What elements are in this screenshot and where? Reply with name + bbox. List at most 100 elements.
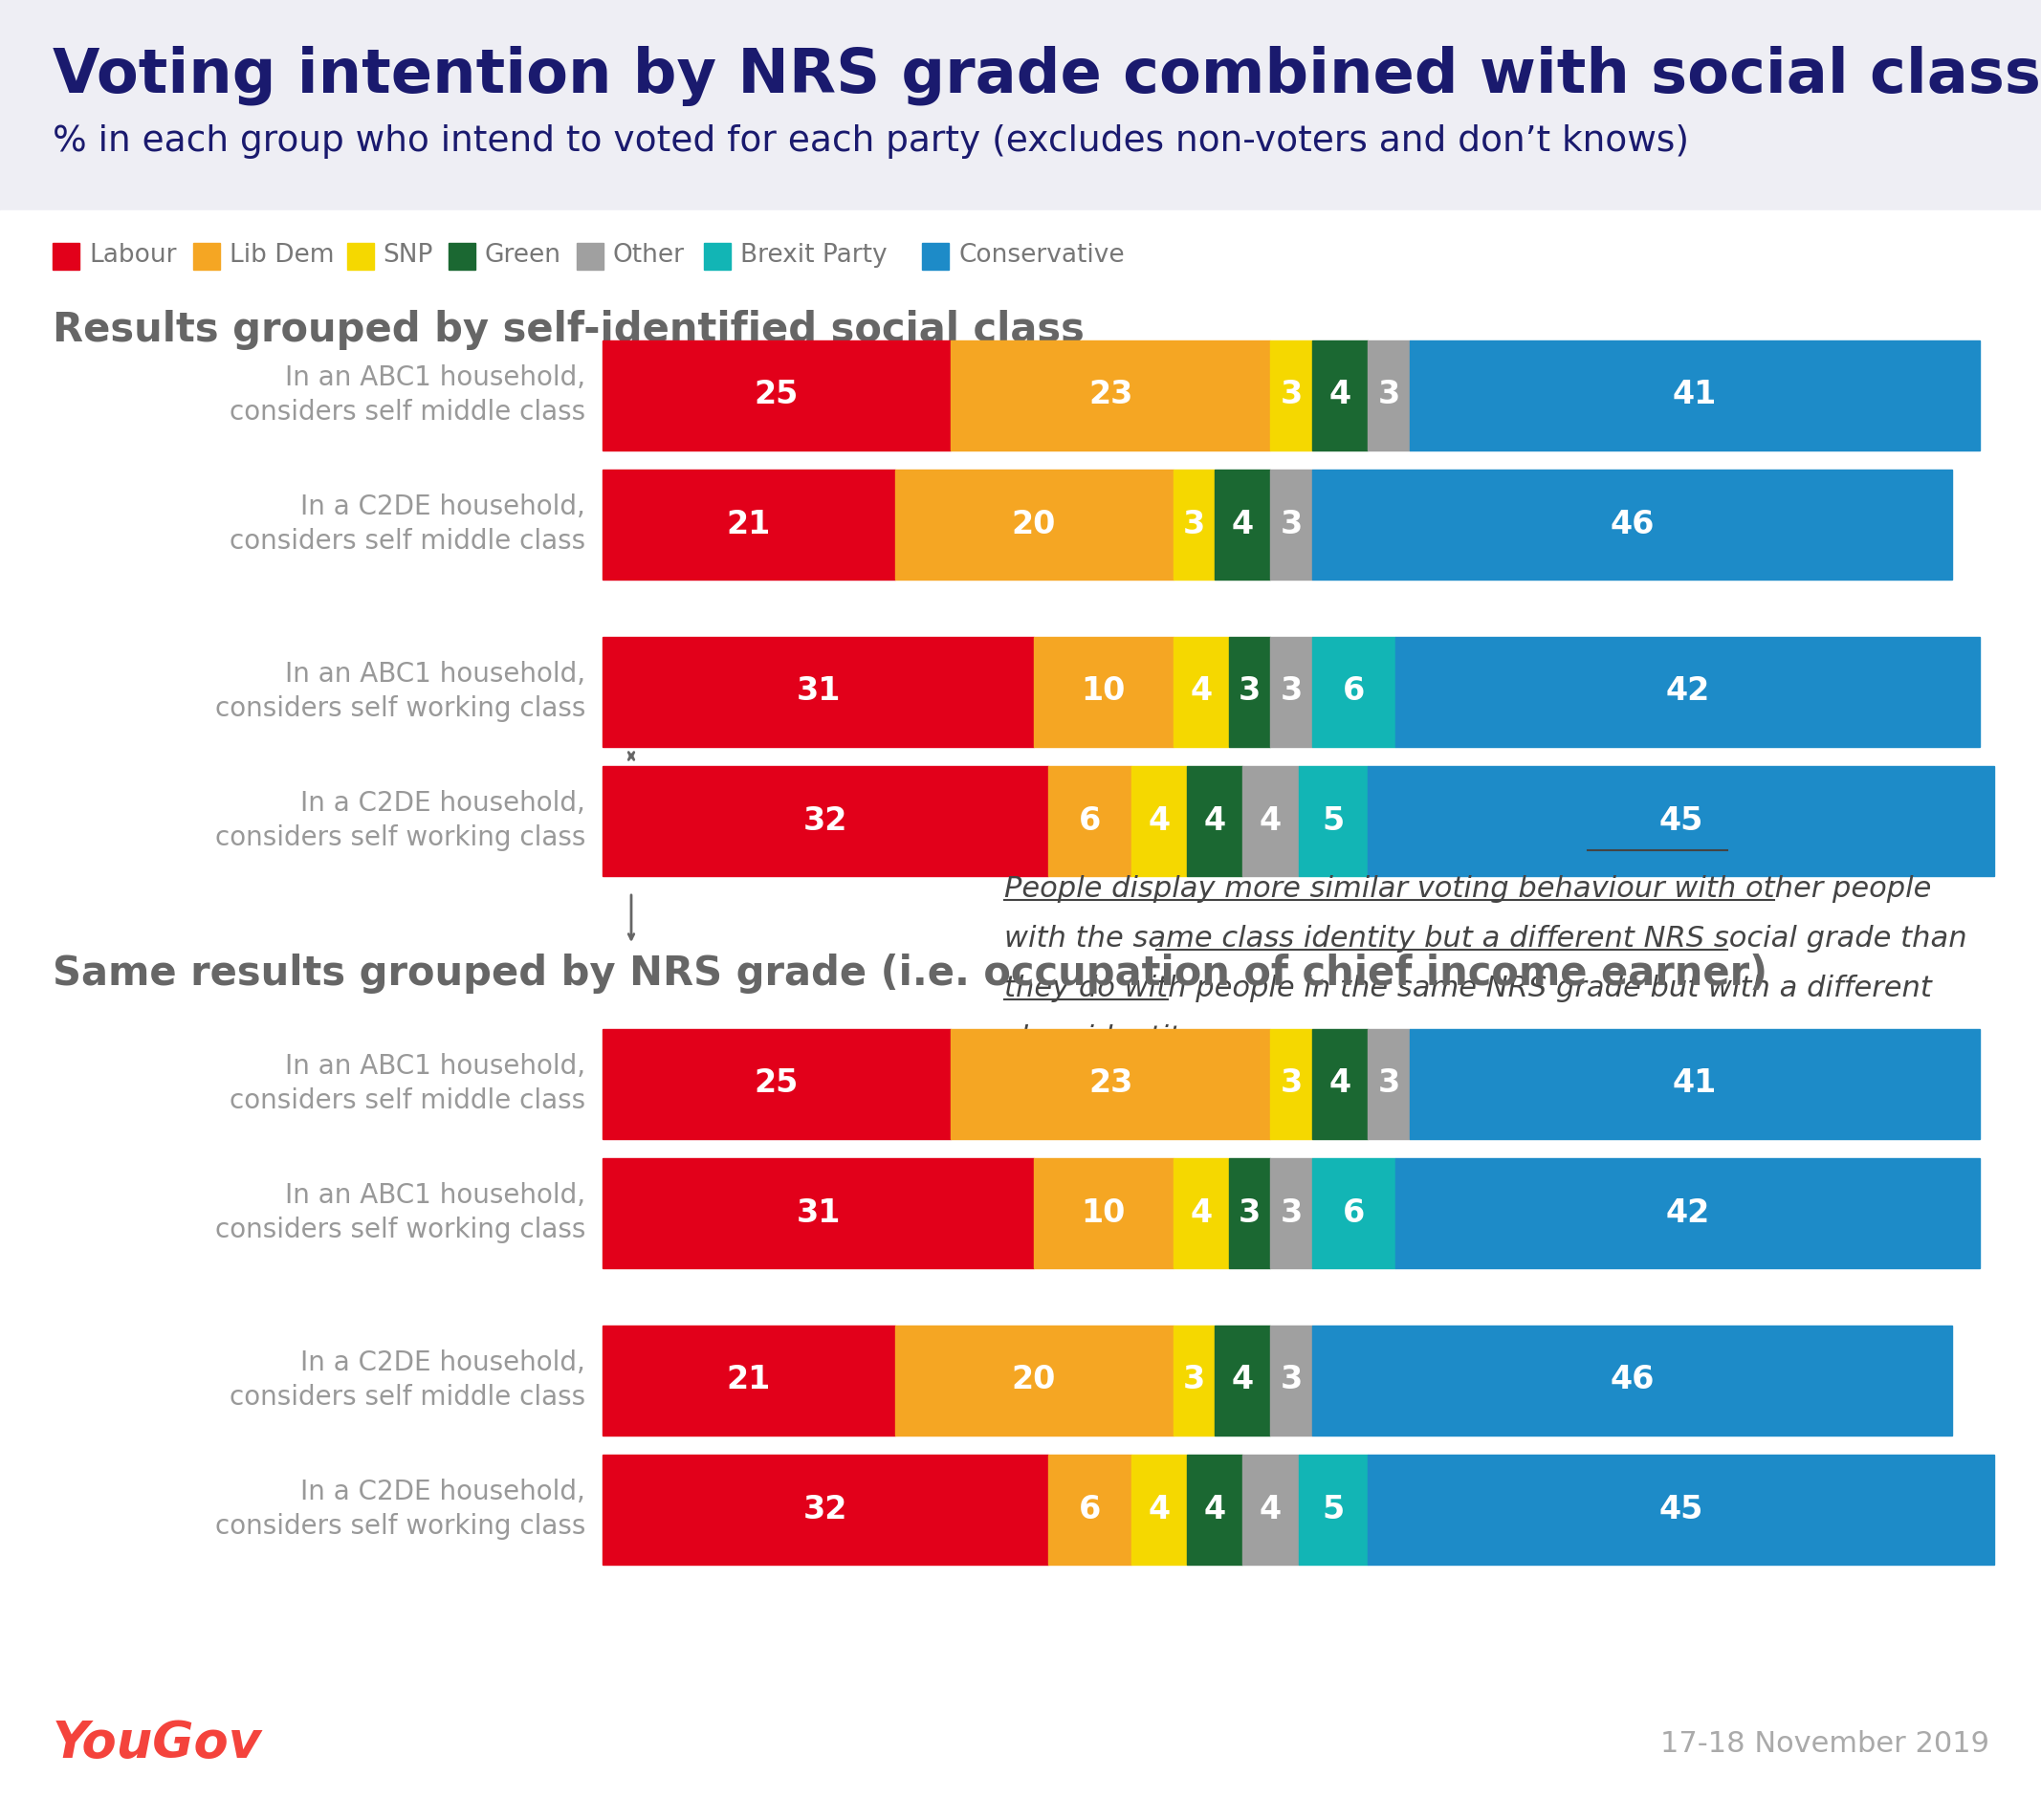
Bar xyxy=(951,340,1270,450)
Text: In a C2DE household,
considers self working class: In a C2DE household, considers self work… xyxy=(214,790,586,852)
Bar xyxy=(1188,766,1243,875)
Text: 21: 21 xyxy=(727,508,771,541)
Text: Lib Dem: Lib Dem xyxy=(229,242,335,268)
Bar xyxy=(1367,340,1410,450)
Text: 25: 25 xyxy=(755,379,798,411)
Text: Conservative: Conservative xyxy=(959,242,1125,268)
Bar xyxy=(1131,1454,1188,1563)
Text: 3: 3 xyxy=(1378,1068,1400,1099)
Bar xyxy=(1243,766,1298,875)
Bar xyxy=(1131,766,1188,875)
Bar xyxy=(1410,1028,1980,1139)
Text: In an ABC1 household,
considers self middle class: In an ABC1 household, considers self mid… xyxy=(229,364,586,426)
Bar xyxy=(1047,1454,1131,1563)
Text: 31: 31 xyxy=(796,1198,841,1228)
Bar xyxy=(894,470,1174,579)
Bar xyxy=(0,0,2041,211)
Bar xyxy=(1410,340,1980,450)
Bar xyxy=(1214,1325,1270,1434)
Text: 41: 41 xyxy=(1674,1068,1716,1099)
Text: Voting intention by NRS grade combined with social class: Voting intention by NRS grade combined w… xyxy=(53,46,2041,106)
Text: 46: 46 xyxy=(1610,1365,1655,1396)
Text: Green: Green xyxy=(486,242,561,268)
Text: 6: 6 xyxy=(1343,1198,1365,1228)
Text: 4: 4 xyxy=(1204,804,1227,837)
Text: In a C2DE household,
considers self middle class: In a C2DE household, considers self midd… xyxy=(229,493,586,555)
Text: 4: 4 xyxy=(1190,675,1212,708)
Text: 41: 41 xyxy=(1674,379,1716,411)
Text: Results grouped by self-identified social class: Results grouped by self-identified socia… xyxy=(53,309,1084,349)
Text: 45: 45 xyxy=(1659,1494,1702,1525)
Bar xyxy=(1312,1325,1953,1434)
Bar xyxy=(1312,340,1367,450)
Text: Same results grouped by NRS grade (i.e. occupation of chief income earner): Same results grouped by NRS grade (i.e. … xyxy=(53,954,1768,994)
Bar xyxy=(602,1325,894,1434)
Text: 21: 21 xyxy=(727,1365,771,1396)
Bar xyxy=(1174,1158,1229,1269)
Text: 6: 6 xyxy=(1078,804,1100,837)
Text: 4: 4 xyxy=(1204,1494,1227,1525)
Text: 10: 10 xyxy=(1082,675,1127,708)
Text: 4: 4 xyxy=(1149,804,1169,837)
Text: 5: 5 xyxy=(1323,1494,1345,1525)
Text: 3: 3 xyxy=(1378,379,1400,411)
Bar xyxy=(923,242,949,269)
Text: In an ABC1 household,
considers self middle class: In an ABC1 household, considers self mid… xyxy=(229,1052,586,1114)
Bar xyxy=(1270,1158,1312,1269)
Bar xyxy=(602,1454,1047,1563)
Bar xyxy=(1188,1454,1243,1563)
Bar xyxy=(602,470,894,579)
Bar xyxy=(1270,637,1312,746)
Text: 32: 32 xyxy=(802,804,847,837)
Bar xyxy=(602,637,1035,746)
Text: 23: 23 xyxy=(1088,1068,1133,1099)
Text: In an ABC1 household,
considers self working class: In an ABC1 household, considers self wor… xyxy=(214,661,586,723)
Text: 46: 46 xyxy=(1610,508,1655,541)
Bar xyxy=(1174,637,1229,746)
Bar xyxy=(602,340,951,450)
Text: 31: 31 xyxy=(796,675,841,708)
Text: Other: Other xyxy=(612,242,684,268)
Bar xyxy=(1270,470,1312,579)
Text: 3: 3 xyxy=(1239,675,1261,708)
Bar xyxy=(894,1325,1174,1434)
Text: SNP: SNP xyxy=(384,242,433,268)
Bar xyxy=(1270,340,1312,450)
Text: 3: 3 xyxy=(1280,508,1302,541)
Text: 4: 4 xyxy=(1231,1365,1253,1396)
Bar xyxy=(602,1158,1035,1269)
Text: class identity: class identity xyxy=(1004,1025,1198,1052)
Text: they do with people in the same NRS grade but with a different: they do with people in the same NRS grad… xyxy=(1004,974,1933,1003)
Bar xyxy=(0,211,2041,1820)
Text: 4: 4 xyxy=(1231,508,1253,541)
Text: Brexit Party: Brexit Party xyxy=(741,242,888,268)
Text: 4: 4 xyxy=(1329,379,1351,411)
Text: 3: 3 xyxy=(1280,1365,1302,1396)
Text: 6: 6 xyxy=(1078,1494,1100,1525)
Text: In an ABC1 household,
considers self working class: In an ABC1 household, considers self wor… xyxy=(214,1181,586,1243)
Text: 6: 6 xyxy=(1343,675,1365,708)
Bar xyxy=(602,1028,951,1139)
Text: with the same class identity but a different NRS social grade than: with the same class identity but a diffe… xyxy=(1004,925,1968,952)
Text: In a C2DE household,
considers self working class: In a C2DE household, considers self work… xyxy=(214,1478,586,1540)
Bar xyxy=(1367,1454,1994,1563)
Bar xyxy=(1047,766,1131,875)
Bar xyxy=(1035,1158,1174,1269)
Bar xyxy=(347,242,374,269)
Bar xyxy=(1270,1028,1312,1139)
Text: 5: 5 xyxy=(1323,804,1345,837)
Text: 42: 42 xyxy=(1665,1198,1710,1228)
Text: 20: 20 xyxy=(1012,508,1055,541)
Bar xyxy=(1174,470,1214,579)
Bar xyxy=(1298,1454,1367,1563)
Text: YouGov: YouGov xyxy=(53,1718,261,1769)
Text: 3: 3 xyxy=(1239,1198,1261,1228)
Bar xyxy=(1367,766,1994,875)
Bar xyxy=(1396,637,1980,746)
Text: 3: 3 xyxy=(1184,508,1204,541)
Text: 3: 3 xyxy=(1280,379,1302,411)
Bar xyxy=(1229,1158,1270,1269)
Bar xyxy=(1229,637,1270,746)
Text: 4: 4 xyxy=(1190,1198,1212,1228)
Text: 23: 23 xyxy=(1088,379,1133,411)
